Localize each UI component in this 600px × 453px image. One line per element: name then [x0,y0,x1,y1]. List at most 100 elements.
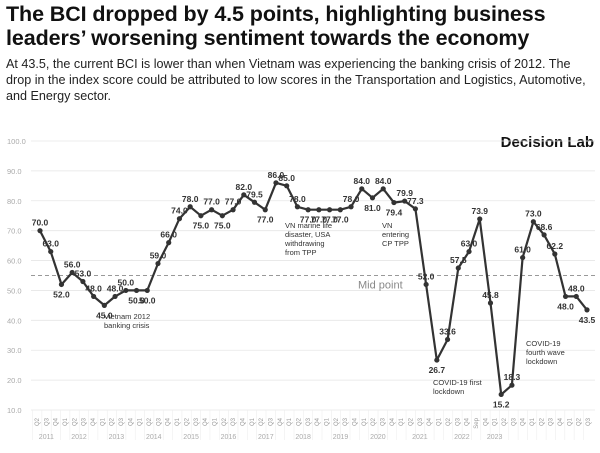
bci-data-label: 84.0 [375,176,392,186]
bci-data-point [112,293,118,300]
x-year-label: 2017 [258,434,274,441]
bci-data-label: 26.7 [429,365,446,375]
bci-data-point [80,278,86,285]
chart-annotation: COVID-19 first [433,378,483,387]
x-quarter-label: Q3 [306,417,312,426]
y-tick-label: 10.0 [7,406,22,415]
bci-data-point [48,248,54,255]
x-year-label: 2020 [370,434,386,441]
x-quarter-label: Q1 [175,417,181,426]
bci-data-label: 79.4 [386,208,403,218]
x-quarter-label: Q1 [138,417,144,426]
bci-data-label: 78.0 [182,194,199,204]
y-tick-label: 50.0 [7,286,22,295]
bci-data-point [412,206,418,212]
x-quarter-label: Q4 [483,417,489,426]
bci-data-point [166,240,172,246]
x-quarter-label: Q4 [54,417,60,426]
x-quarter-label: Q3 [455,417,461,426]
bci-data-label: 52.0 [418,271,435,281]
bci-data-point [198,213,204,219]
bci-data-label: 15.2 [493,399,510,409]
bci-data-point [402,198,408,204]
bci-data-label: 82.0 [236,182,253,192]
bci-data-label: 50.0 [128,295,145,305]
y-tick-label: 60.0 [7,257,22,266]
x-quarter-label: Q1 [100,417,106,426]
x-quarter-label: Q4 [353,417,359,426]
bci-data-label: 59.0 [150,251,167,261]
midpoint-label: Mid point [358,280,403,292]
bci-data-label: 77.0 [203,197,220,207]
bci-data-point [369,195,376,201]
x-quarter-label: Sep [474,417,480,428]
x-year-label: 2016 [221,434,237,441]
chart-annotation: COVID-19 [526,339,561,348]
bci-data-point [455,265,461,271]
bci-data-label: 70.0 [32,218,49,228]
x-quarter-label: Q2 [371,417,377,426]
x-quarter-label: Q2 [72,417,78,426]
chart-annotation: entering [382,230,409,239]
bci-data-point [434,357,440,363]
x-quarter-label: Q4 [427,417,433,426]
bci-data-point [316,207,322,213]
y-tick-label: 30.0 [7,346,22,355]
bci-data-label: 85.0 [278,173,295,183]
bci-data-point [123,287,129,294]
bci-data-point [337,207,343,213]
bci-data-point [326,207,333,213]
chart-annotation: VN marine life [285,221,332,230]
x-quarter-label: Q2 [409,417,415,426]
bci-data-label: 77.0 [300,215,317,225]
bci-data-label: 77.0 [311,215,328,225]
x-quarter-label: Q2 [539,417,545,426]
y-tick-label: 70.0 [7,227,22,236]
bci-data-label: 78.0 [289,194,306,204]
chart-title: The BCI dropped by 4.5 points, highlight… [6,2,596,50]
bci-data-label: 43.5 [579,315,596,325]
x-quarter-label: Q1 [63,417,69,426]
bci-data-label: 50.0 [139,295,156,305]
bci-data-label: 77.0 [257,215,274,225]
brand-logo: Decision Lab [500,134,594,151]
bci-data-point [91,293,97,300]
x-quarter-label: Q4 [465,417,471,426]
bci-data-label: 56.0 [64,260,81,270]
y-tick-label: 20.0 [7,376,22,385]
bci-data-point [509,382,515,388]
x-quarter-label: Q1 [212,417,218,426]
chart-annotation: from TPP [285,248,317,257]
chart-annotation: banking crisis [104,321,150,330]
bci-data-point [219,213,225,219]
x-quarter-label: Q4 [390,417,396,426]
x-quarter-label: Q2 [184,417,190,426]
x-quarter-label: Q4 [278,417,284,426]
bci-data-point [573,293,579,300]
x-quarter-label: Q4 [166,417,172,426]
x-quarter-label: Q2 [296,417,302,426]
bci-data-point [294,204,301,210]
bci-data-point [187,204,193,210]
bci-data-label: 48.0 [568,283,585,293]
x-quarter-label: Q3 [549,417,555,426]
bci-data-point [305,207,311,213]
bci-series-line [39,181,588,396]
bci-data-label: 79.5 [246,189,263,199]
bci-data-point [155,260,161,267]
x-quarter-label: Q3 [156,417,162,426]
bci-data-label: 78.0 [343,194,360,204]
x-quarter-label: Q2 [446,417,452,426]
x-quarter-label: Q1 [287,417,293,426]
bci-data-point [101,302,107,308]
bci-data-point [391,199,397,206]
bci-data-label: 79.9 [396,188,413,198]
x-quarter-label: Q4 [240,417,246,426]
bci-data-label: 45.8 [482,290,499,300]
bci-data-label: 77.0 [225,197,242,207]
chart-annotation: CP TPP [382,239,409,248]
bci-data-point [69,269,75,276]
x-quarter-label: Q2 [577,417,583,426]
x-quarter-label: Q2 [334,417,340,426]
